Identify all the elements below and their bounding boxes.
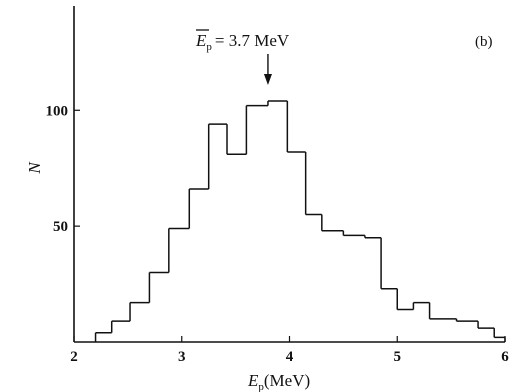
x-axis-label-symbol: E (247, 371, 259, 390)
y-tick-label: 100 (46, 103, 69, 119)
annotation-text: Ep = 3.7 MeV (195, 31, 290, 53)
y-axis-label: N (25, 161, 44, 175)
x-tick-label: 4 (286, 349, 294, 365)
x-axis-label-subscript: p (258, 381, 264, 392)
histogram-steps (94, 100, 506, 342)
x-tick-label: 3 (178, 349, 186, 365)
annotation-value: = 3.7 MeV (215, 31, 290, 50)
x-tick-label: 5 (394, 349, 402, 365)
annotation-subscript: p (206, 41, 212, 53)
annotation-symbol: E (195, 31, 207, 50)
axes (73, 6, 505, 343)
x-axis-label-unit: (MeV) (264, 371, 310, 390)
mean-annotation: Ep = 3.7 MeV (195, 29, 290, 85)
ticks: 2 3 4 5 6 50 100 (46, 103, 510, 365)
x-tick-label: 6 (501, 349, 509, 365)
y-tick-label: 50 (53, 219, 68, 235)
x-axis-label: Ep(MeV) (247, 371, 310, 392)
panel-label: (b) (475, 34, 493, 50)
x-tick-label: 2 (70, 349, 78, 365)
arrow-head (263, 74, 272, 85)
annotation-arrow (263, 54, 272, 85)
